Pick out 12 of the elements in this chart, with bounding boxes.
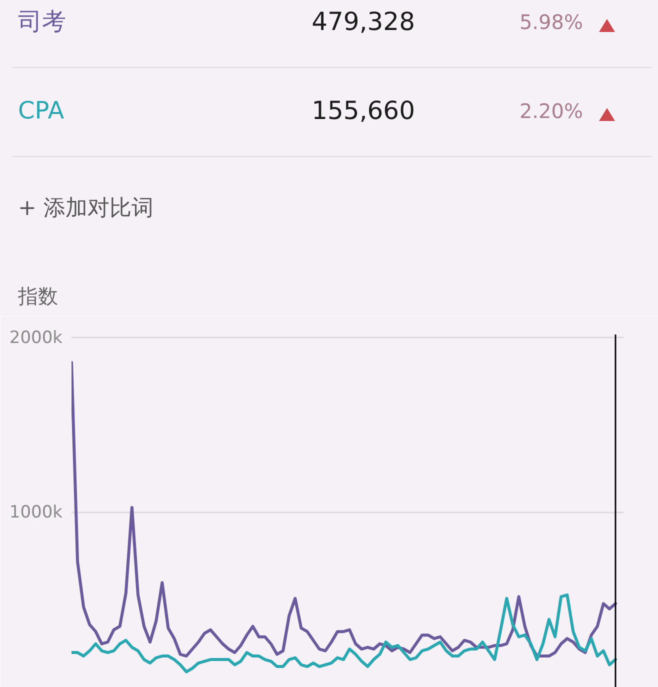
text: CPA xyxy=(18,96,64,126)
y-axis-title: 指数 xyxy=(18,284,58,308)
line-series xyxy=(72,360,617,658)
text: 479,328 xyxy=(312,7,415,37)
text: + 添加对比词 xyxy=(18,196,154,222)
y-tick-label: 1000k xyxy=(9,502,63,523)
y-tick-label: 2000k xyxy=(9,328,63,348)
text: 2.20% xyxy=(519,99,583,123)
text: 司考 xyxy=(18,8,66,36)
text: 155,660 xyxy=(312,96,415,126)
text: 5.98% xyxy=(519,10,583,34)
line-series xyxy=(72,593,617,674)
